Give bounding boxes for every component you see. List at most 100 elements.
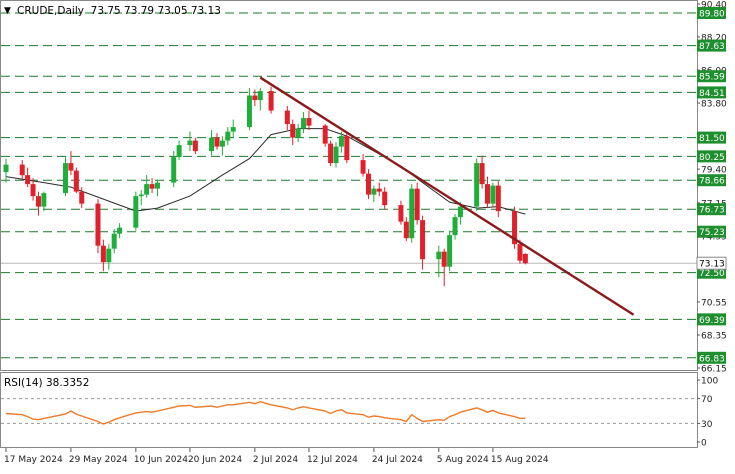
rsi-line — [5, 400, 526, 425]
candle — [322, 124, 328, 147]
candle-body — [154, 182, 160, 189]
candle — [171, 151, 177, 188]
price-level-marker: 66.83 — [697, 351, 726, 364]
date-tick-label: 12 Jul 2024 — [307, 455, 358, 465]
candle — [290, 119, 296, 146]
candle-body — [295, 128, 301, 138]
candle — [414, 182, 420, 225]
price-level-label: 78.66 — [699, 177, 725, 187]
price-tick-label: 68.35 — [701, 331, 727, 341]
candle-body — [322, 125, 328, 144]
current-price-box — [696, 256, 727, 270]
candle-body — [73, 170, 79, 192]
price-level-label: 80.25 — [699, 153, 725, 163]
candle-body — [106, 248, 112, 263]
candle-body — [474, 163, 480, 207]
rsi-header: RSI(14) 38.3352 — [4, 377, 89, 389]
price-level-marker: 76.73 — [697, 203, 726, 216]
candle — [138, 190, 144, 206]
price-level-box — [697, 225, 726, 238]
candle — [284, 106, 290, 131]
candle — [376, 182, 382, 197]
price-level-label: 89.80 — [699, 10, 725, 20]
candle-body — [479, 163, 485, 185]
rsi-tick-label: 70 — [701, 395, 713, 405]
candle-body — [447, 235, 453, 267]
candle-body — [420, 220, 426, 260]
price-level-box — [697, 174, 726, 187]
price-level-label: 85.59 — [699, 73, 725, 83]
price-level-marker: 85.59 — [697, 70, 726, 83]
candle-body — [414, 188, 420, 221]
price-level-label: 69.39 — [699, 316, 725, 326]
price-level-marker: 69.39 — [697, 313, 726, 326]
candle-body — [495, 185, 501, 212]
candle-body — [344, 136, 350, 161]
main-pane-frame — [0, 0, 698, 371]
candle-body — [403, 221, 409, 239]
candles — [3, 86, 528, 287]
candle-body — [409, 188, 415, 239]
candle-body — [301, 118, 307, 129]
trendline — [259, 76, 635, 316]
price-level-marker: 78.66 — [697, 174, 726, 187]
candle — [154, 179, 160, 197]
date-tick-label: 24 Jul 2024 — [372, 455, 423, 465]
candle — [490, 182, 496, 207]
candle-body — [457, 206, 463, 218]
candle-body — [111, 233, 117, 249]
candle — [209, 130, 215, 156]
candle-body — [382, 191, 388, 206]
candle-body — [68, 163, 74, 171]
header-arrow-icon: ▼ — [4, 6, 11, 16]
candle — [333, 142, 339, 168]
candle — [214, 133, 220, 150]
candle-body — [225, 131, 231, 141]
price-tick-label: 66.15 — [701, 365, 727, 375]
rsi-pane: 100 70 30 0 — [1, 377, 718, 449]
candle — [365, 169, 371, 200]
candle — [144, 175, 150, 198]
candle-body — [512, 211, 518, 245]
price-level-box — [697, 39, 726, 52]
candle-body — [187, 140, 193, 146]
rsi-tick-label: 30 — [701, 420, 713, 430]
moving-average-line — [5, 128, 526, 215]
candle — [382, 187, 388, 210]
candle — [522, 253, 528, 265]
candle-body — [252, 95, 258, 101]
candle — [95, 199, 101, 254]
price-level-label: 76.73 — [699, 206, 725, 216]
price-tick-label: 90.40 — [701, 1, 727, 11]
price-level-box — [697, 313, 726, 326]
price-level-label: 66.83 — [699, 354, 725, 364]
price-level-marker: 80.25 — [697, 150, 726, 163]
candle — [100, 239, 106, 272]
price-level-label: 84.51 — [699, 89, 725, 99]
date-tick-label: 20 Jun 2024 — [188, 455, 242, 465]
candle — [19, 160, 25, 180]
candle — [35, 191, 41, 216]
candle-body — [63, 163, 69, 194]
candle-body — [79, 191, 85, 204]
candle-body — [333, 146, 339, 164]
candle — [106, 244, 112, 270]
price-level-box — [697, 7, 726, 20]
date-tick-label: 17 May 2024 — [4, 455, 63, 465]
candle-body — [246, 95, 252, 128]
candle-body — [290, 124, 296, 138]
candle-body — [306, 118, 312, 126]
candle — [301, 112, 307, 134]
candle-body — [192, 140, 198, 152]
candle — [441, 248, 447, 287]
candle — [495, 181, 501, 218]
candle — [25, 167, 31, 188]
candle — [225, 127, 231, 146]
price-level-marker: 81.50 — [697, 131, 726, 144]
moving-average — [5, 128, 526, 215]
candle — [3, 158, 9, 183]
candle — [306, 110, 312, 131]
candle — [420, 215, 426, 270]
